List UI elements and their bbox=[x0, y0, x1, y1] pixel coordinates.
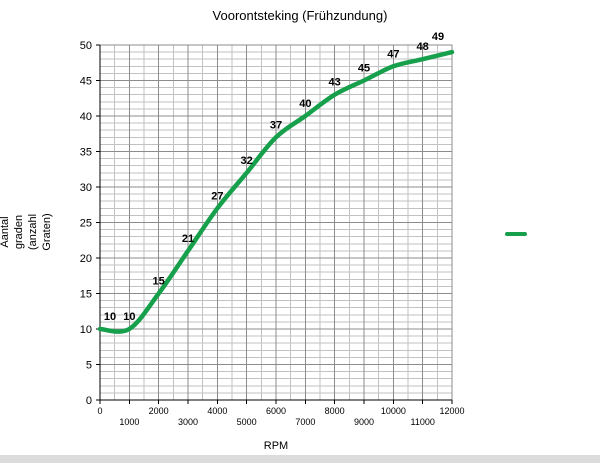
point-label: 10 bbox=[104, 311, 116, 323]
point-label: 47 bbox=[387, 48, 399, 60]
x-tick-label: 7000 bbox=[295, 417, 315, 427]
x-tick-label: 0 bbox=[97, 406, 102, 416]
y-axis-title-line: Aantal bbox=[0, 216, 11, 248]
y-axis-title-line: graden bbox=[13, 214, 25, 250]
point-label: 48 bbox=[417, 41, 429, 53]
y-tick-label: 45 bbox=[80, 76, 92, 88]
x-tick-label: 5000 bbox=[237, 417, 257, 427]
x-tick-label: 8000 bbox=[325, 406, 345, 416]
x-tick-label: 1000 bbox=[119, 417, 139, 427]
y-axis-title-line: Graten) bbox=[41, 213, 53, 251]
x-tick-label: 9000 bbox=[354, 417, 374, 427]
y-tick-label: 0 bbox=[86, 395, 92, 407]
series-line bbox=[97, 49, 455, 334]
x-tick-label: 10000 bbox=[381, 406, 406, 416]
point-label: 37 bbox=[270, 119, 282, 131]
y-tick-label: 20 bbox=[80, 253, 92, 265]
y-axis-title-line: (anzahl bbox=[27, 213, 39, 251]
y-tick-label: 50 bbox=[80, 40, 92, 52]
point-label: 49 bbox=[432, 31, 444, 43]
point-label: 45 bbox=[358, 63, 370, 75]
point-label: 15 bbox=[153, 276, 165, 288]
x-tick-label: 12000 bbox=[439, 406, 464, 416]
y-tick-label: 35 bbox=[80, 147, 92, 159]
x-axis-title: RPM bbox=[263, 440, 289, 452]
x-tick-label: 3000 bbox=[178, 417, 198, 427]
legend bbox=[505, 229, 535, 239]
x-tick-label: 11000 bbox=[410, 417, 434, 427]
point-label: 10 bbox=[123, 311, 135, 323]
y-tick-label: 25 bbox=[80, 218, 92, 230]
bottom-strip bbox=[0, 455, 600, 463]
point-label: 43 bbox=[329, 77, 341, 89]
x-tick-label: 6000 bbox=[266, 406, 286, 416]
y-tick-label: 15 bbox=[80, 289, 92, 301]
y-tick-label: 40 bbox=[80, 111, 92, 123]
point-label: 27 bbox=[211, 190, 223, 202]
x-tick-label: 4000 bbox=[207, 406, 227, 416]
legend-series-marker bbox=[505, 232, 527, 236]
point-label: 32 bbox=[241, 155, 253, 167]
y-axis-title: Aantal graden (anzahl Graten) bbox=[0, 162, 62, 302]
y-tick-label: 30 bbox=[80, 182, 92, 194]
y-tick-label: 5 bbox=[86, 360, 92, 372]
point-label: 40 bbox=[299, 98, 311, 110]
point-label: 21 bbox=[182, 233, 194, 245]
axes bbox=[96, 44, 453, 404]
y-tick-label: 10 bbox=[80, 324, 92, 336]
tick-labels: 0 5 10 15 20 25 30 35 40 45 50 0 1000 2000 3000 4000 500… bbox=[80, 40, 465, 427]
gridlines-major bbox=[99, 44, 453, 401]
x-tick-label: 2000 bbox=[149, 406, 169, 416]
chart-title: Voorontsteking (Frühzundung) bbox=[212, 8, 388, 23]
